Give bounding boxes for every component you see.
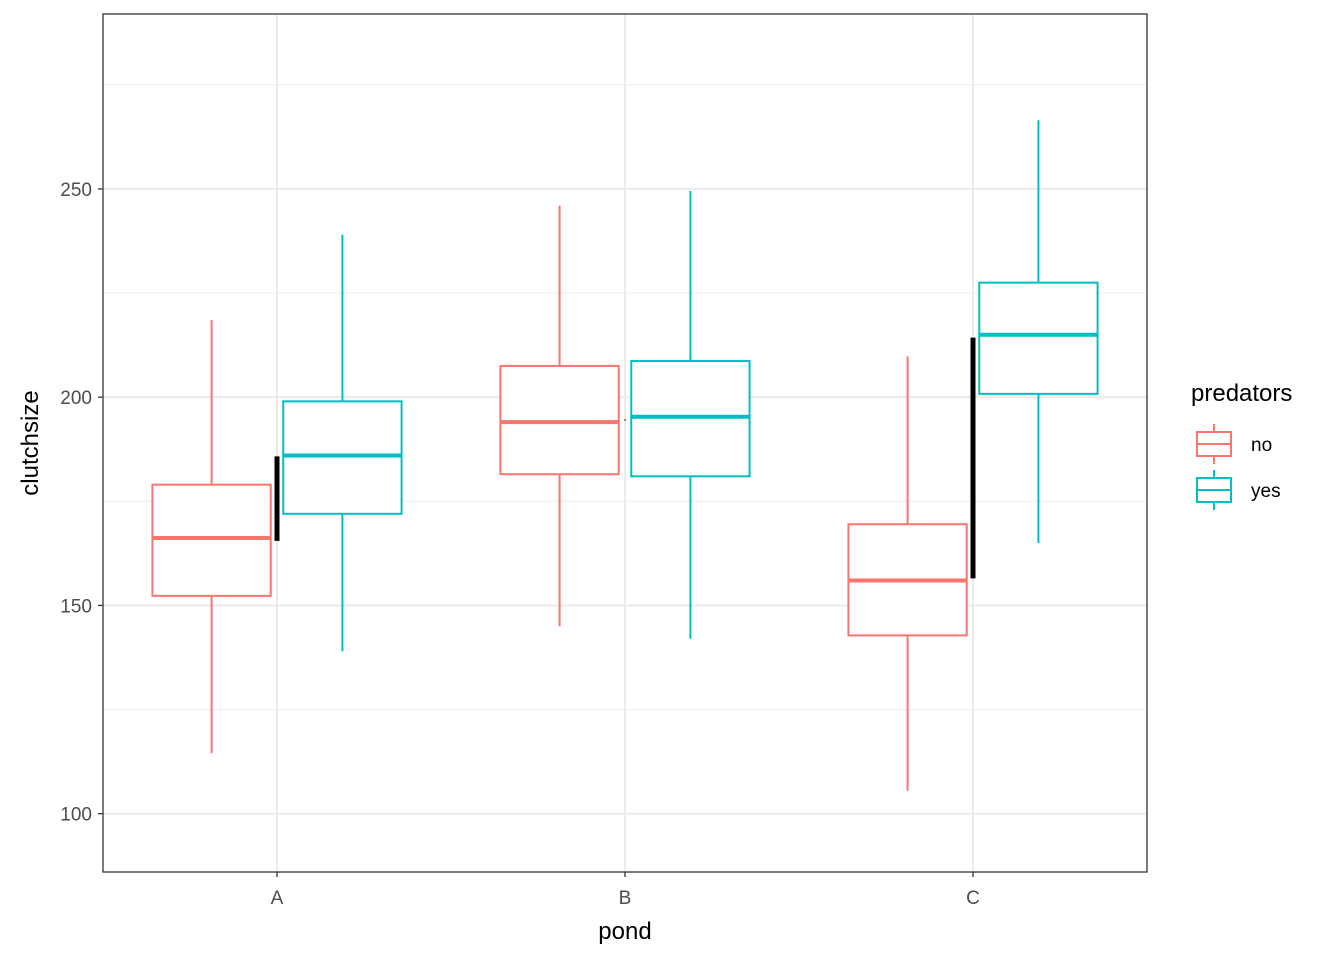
y-tick-label: 250: [60, 180, 92, 201]
box-body: [151, 483, 272, 597]
box-body: [282, 400, 403, 515]
difference-segments: [274, 337, 976, 579]
box-a-yes: [282, 234, 403, 652]
x-tick-label: B: [619, 888, 632, 909]
y-tick-label: 100: [60, 805, 92, 826]
y-tick-label: 150: [60, 596, 92, 617]
y-tick-label: 200: [60, 388, 92, 409]
box-b-yes: [630, 191, 751, 639]
x-axis-title: pond: [598, 918, 651, 945]
box-layer: [151, 120, 1099, 791]
legend-item-no: no: [1196, 424, 1272, 464]
box-c-yes: [978, 120, 1099, 543]
legend-title: predators: [1191, 380, 1292, 407]
legend-label: yes: [1251, 481, 1281, 502]
box-a-no: [151, 320, 272, 754]
legend-items: no yes: [1196, 424, 1281, 510]
y-axis-title: clutchsize: [17, 390, 44, 495]
grid-lines: [103, 14, 1147, 872]
box-body: [978, 281, 1099, 395]
axes: 100 150 200 250 A B C: [60, 180, 980, 909]
legend: predators no yes: [1191, 380, 1292, 510]
box-body: [499, 364, 620, 476]
x-tick-label: A: [271, 888, 284, 909]
x-tick-label: C: [966, 888, 980, 909]
legend-item-yes: yes: [1196, 470, 1281, 510]
box-c-no: [847, 356, 968, 791]
box-b-no: [499, 205, 620, 627]
legend-label: no: [1251, 435, 1272, 456]
